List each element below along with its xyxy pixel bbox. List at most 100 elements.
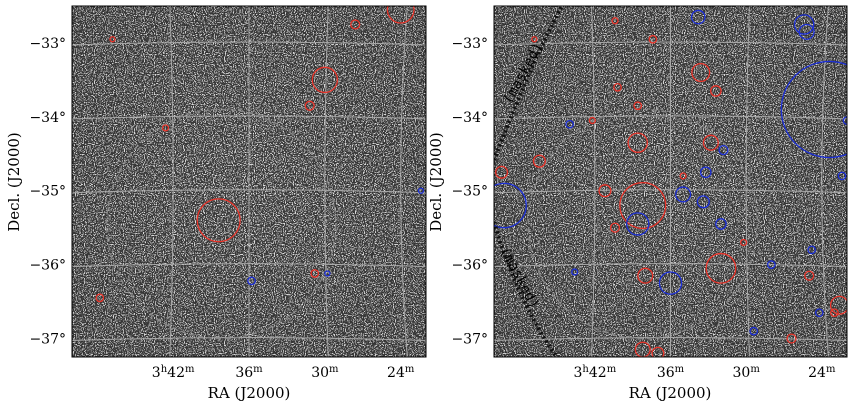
right-source-circle xyxy=(565,119,574,129)
left-source-circle xyxy=(324,270,331,277)
right-source-circle xyxy=(710,85,722,97)
right-source-circle xyxy=(637,267,654,284)
right-overlay xyxy=(494,9,847,357)
right-grid-dec-4 xyxy=(494,337,847,342)
right-source-circle xyxy=(634,341,651,357)
left-survey-boundary xyxy=(105,108,337,340)
right-y-tick-label: −33° xyxy=(451,36,488,52)
right-source-circle xyxy=(690,9,706,25)
right-source-circle xyxy=(702,134,719,151)
left-xlabel: RA (J2000) xyxy=(208,384,291,402)
right-source-circle xyxy=(699,166,712,179)
right-source-circle xyxy=(609,222,621,233)
left-overlay xyxy=(95,6,425,340)
left-source-circle xyxy=(161,124,170,132)
left-source-circle xyxy=(196,198,241,243)
left-y-tick-label: −33° xyxy=(29,36,66,52)
right-source-circle xyxy=(715,218,727,230)
left-y-tick-label: −37° xyxy=(29,332,66,348)
right-source-circle xyxy=(613,82,622,92)
left-x-tick-label: 24m xyxy=(387,364,415,382)
right-source-circle xyxy=(718,145,729,156)
right-source-circle xyxy=(588,116,596,125)
right-axes-frame xyxy=(493,5,848,358)
right-y-tick-label: −37° xyxy=(451,332,488,348)
right-source-circle xyxy=(658,271,683,295)
right-x-tick-label: 36m xyxy=(657,364,685,382)
right-source-circle xyxy=(705,252,737,284)
right-grid xyxy=(494,6,847,357)
right-source-circle xyxy=(571,268,579,276)
right-source-circle xyxy=(793,14,815,35)
right-source-circle xyxy=(648,34,658,44)
right-source-circle xyxy=(679,172,687,180)
right-source-circle xyxy=(798,23,815,40)
left-panel: 3h42m 36m 30m 24m −33° −34° −35° −36° −37° RA (J… xyxy=(5,5,427,402)
right-y-tick-label: −35° xyxy=(451,184,488,200)
left-x-tick-label: 30m xyxy=(311,364,339,382)
left-grid-dec-0 xyxy=(72,41,426,46)
right-source-circle xyxy=(625,212,650,236)
right-source-circle xyxy=(627,132,648,153)
left-source-circle xyxy=(304,100,315,111)
right-source-circle xyxy=(494,182,527,229)
right-source-circle xyxy=(651,346,665,357)
right-source-circle xyxy=(804,270,815,281)
right-source-circle xyxy=(830,308,839,318)
right-y-tick-label: −34° xyxy=(451,110,488,126)
right-grid-dec-3 xyxy=(494,263,847,268)
left-grid xyxy=(72,6,426,357)
right-source-circle xyxy=(740,238,748,247)
right-source-circle xyxy=(829,295,847,315)
right-source-circle xyxy=(531,36,538,43)
left-source-circle xyxy=(350,19,361,30)
right-source-circle xyxy=(780,60,847,159)
right-grid-dec-2 xyxy=(494,189,847,194)
right-ylabel: Decl. (J2000) xyxy=(427,132,445,232)
right-source-circle xyxy=(675,186,692,203)
left-grid-dec-3 xyxy=(72,263,426,268)
left-y-tick-label: −36° xyxy=(29,258,66,274)
left-y-tick-label: −34° xyxy=(29,110,66,126)
right-source-circle xyxy=(619,181,667,230)
right-source-circle xyxy=(807,245,817,255)
right-x-tick-label: 30m xyxy=(732,364,760,382)
right-source-circle xyxy=(749,326,759,336)
right-source-circle xyxy=(495,165,509,179)
right-grid-ra-2 xyxy=(745,6,750,357)
left-y-tick-label: −35° xyxy=(29,184,66,200)
left-source-circle xyxy=(417,187,425,194)
left-x-tick-label: 36m xyxy=(235,364,263,382)
left-grid-ra-3 xyxy=(400,6,408,357)
left-source-circle xyxy=(311,66,339,94)
left-source-circle xyxy=(310,269,320,278)
right-x-tick-label: 3h42m xyxy=(574,364,617,382)
right-source-circle xyxy=(767,260,776,269)
right-source-circle xyxy=(837,171,847,181)
left-grid-ra-0 xyxy=(169,6,174,357)
right-source-circle xyxy=(598,184,612,198)
right-y-tick-label: −36° xyxy=(451,258,488,274)
right-source-circle xyxy=(814,308,824,318)
left-axes-frame xyxy=(71,5,427,358)
right-source-circle xyxy=(786,333,797,344)
right-grid-dec-1 xyxy=(494,115,847,120)
right-xlabel: RA (J2000) xyxy=(629,384,712,402)
right-source-circle xyxy=(633,101,643,111)
mask-boundary-lower xyxy=(494,221,559,357)
right-grid-ra-0 xyxy=(591,6,596,357)
right-survey-boundary xyxy=(527,108,759,340)
left-grid-dec-2 xyxy=(72,189,426,194)
right-grid-ra-3 xyxy=(821,6,829,357)
right-panel: (masked) (masked) 3h42m 36m 30m 24m−33°−34°… xyxy=(427,5,848,402)
left-ylabel: Decl. (J2000) xyxy=(5,132,23,232)
left-grid-dec-1 xyxy=(72,115,426,120)
left-source-circle xyxy=(109,36,116,43)
left-source-circle xyxy=(95,293,105,303)
right-source-circle xyxy=(611,17,619,25)
right-source-circle xyxy=(691,62,711,83)
right-grid-dec-0 xyxy=(494,41,847,46)
left-source-circle xyxy=(247,276,256,286)
mask-boundary xyxy=(494,6,564,161)
